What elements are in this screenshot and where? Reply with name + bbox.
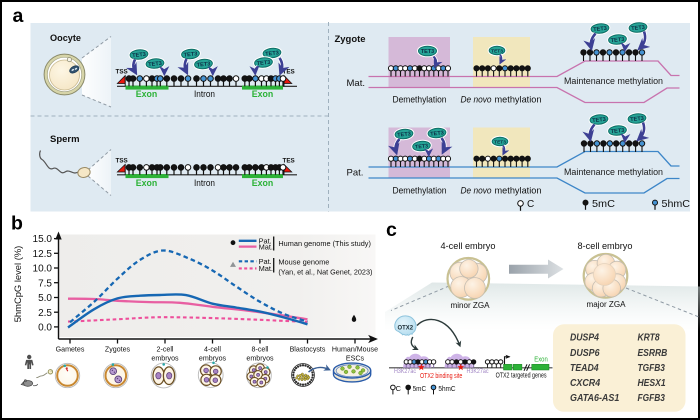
svg-text:TEAD4: TEAD4 (570, 363, 599, 374)
svg-text:CXCR4: CXCR4 (570, 378, 601, 389)
svg-text:De novo: De novo (461, 95, 492, 105)
svg-text:Maintenance methylation: Maintenance methylation (564, 167, 663, 177)
svg-text:TET3: TET3 (610, 37, 624, 44)
svg-text:Mat.: Mat. (347, 78, 365, 89)
svg-text:Maintenance methylation: Maintenance methylation (564, 76, 663, 86)
svg-text:Exon: Exon (136, 89, 158, 100)
svg-text:TES: TES (283, 69, 295, 76)
svg-text:10.0: 10.0 (33, 264, 53, 275)
svg-text:DUSP6: DUSP6 (570, 348, 600, 359)
svg-text:GATA6-AS1: GATA6-AS1 (570, 393, 620, 404)
svg-text:Zygote: Zygote (335, 34, 366, 45)
svg-text:a: a (13, 5, 24, 27)
svg-text:Pat.: Pat. (347, 168, 364, 179)
svg-text:2-cell: 2-cell (157, 346, 174, 354)
svg-text:TET3: TET3 (631, 25, 645, 32)
svg-text:methylation: methylation (495, 95, 542, 105)
svg-text:TSS: TSS (116, 69, 128, 76)
svg-text:4-cell embryo: 4-cell embryo (441, 241, 496, 252)
svg-text:methylation: methylation (495, 186, 542, 196)
svg-text:TET3: TET3 (592, 117, 606, 124)
svg-text:Zygotes: Zygotes (105, 346, 131, 354)
svg-text:embryos: embryos (199, 355, 227, 363)
svg-text:Exon: Exon (252, 178, 274, 189)
svg-text:Exon: Exon (252, 89, 274, 100)
svg-text:Exon: Exon (534, 357, 548, 364)
svg-text:HESX1: HESX1 (638, 378, 666, 389)
svg-text:embryos: embryos (246, 355, 274, 363)
svg-text:Demethylation: Demethylation (393, 95, 447, 105)
svg-text:b: b (11, 213, 23, 235)
svg-text:TET3: TET3 (148, 61, 162, 68)
svg-text:Human genome (This study): Human genome (This study) (278, 239, 371, 248)
svg-text:TES: TES (283, 157, 295, 164)
svg-text:4-cell: 4-cell (204, 346, 221, 354)
svg-text:TET3: TET3 (430, 130, 444, 137)
svg-text:Human/Mouse: Human/Mouse (332, 346, 378, 354)
svg-text:ESRRB: ESRRB (638, 348, 668, 359)
svg-text:embryos: embryos (151, 355, 179, 363)
svg-text:(Yan, et al., Nat Genet, 2023): (Yan, et al., Nat Genet, 2023) (278, 268, 372, 277)
svg-text:TET3: TET3 (491, 49, 503, 55)
svg-text:C: C (527, 199, 534, 210)
svg-text:ESCs: ESCs (346, 355, 365, 363)
svg-text:TET3: TET3 (415, 143, 429, 150)
svg-text:5mC: 5mC (413, 384, 427, 393)
svg-text:5hmC: 5hmC (662, 198, 691, 210)
svg-text:TET3: TET3 (183, 51, 197, 58)
svg-text:Pat.: Pat. (259, 237, 272, 246)
svg-text:5.0: 5.0 (38, 293, 52, 304)
svg-text:C: C (396, 384, 402, 393)
svg-text:7.5: 7.5 (38, 278, 52, 289)
svg-text:Intron: Intron (194, 178, 215, 189)
svg-text:Gametes: Gametes (56, 346, 85, 354)
svg-text:DUSP4: DUSP4 (570, 333, 599, 344)
svg-text:TGFB3: TGFB3 (638, 363, 666, 374)
svg-text:8-cell: 8-cell (252, 346, 269, 354)
svg-text:12.5: 12.5 (33, 249, 53, 260)
svg-text:0.0: 0.0 (38, 322, 52, 333)
svg-text:Mat.: Mat. (259, 242, 273, 251)
svg-text:8-cell embryo: 8-cell embryo (578, 241, 633, 252)
svg-text:Sperm: Sperm (50, 134, 80, 145)
svg-text:TET3: TET3 (265, 50, 279, 57)
svg-text:5hmC: 5hmC (438, 384, 455, 393)
svg-text:TET3: TET3 (397, 131, 411, 138)
svg-text:Pat.: Pat. (259, 257, 272, 266)
svg-text:15.0: 15.0 (33, 234, 53, 245)
svg-text:Demethylation: Demethylation (393, 186, 447, 196)
svg-text:5mC: 5mC (592, 198, 615, 210)
svg-text:Oocyte: Oocyte (50, 33, 81, 44)
svg-text:Mouse genome: Mouse genome (278, 257, 329, 266)
svg-text:H3K27ac: H3K27ac (394, 368, 417, 375)
svg-text:Blastocysts: Blastocysts (290, 346, 326, 354)
svg-text:TET3: TET3 (132, 52, 146, 59)
svg-text:c: c (386, 219, 397, 241)
svg-text:TET3: TET3 (256, 60, 270, 67)
svg-text:OTX2 targeted genes: OTX2 targeted genes (496, 373, 547, 380)
svg-text:2.5: 2.5 (38, 308, 52, 319)
svg-text:TET3: TET3 (630, 116, 644, 123)
svg-text:Mat.: Mat. (259, 264, 273, 273)
svg-text:OTX2 binding site: OTX2 binding site (420, 373, 462, 380)
svg-text:FGFB3: FGFB3 (638, 393, 666, 404)
svg-text:5hmCpG level (%): 5hmCpG level (%) (12, 246, 23, 323)
svg-text:major ZGA: major ZGA (587, 299, 626, 309)
svg-text:Intron: Intron (194, 89, 215, 100)
svg-text:TSS: TSS (116, 157, 128, 164)
svg-text:OTX2: OTX2 (398, 325, 414, 332)
svg-text:TET3: TET3 (421, 49, 434, 55)
svg-text:KRT8: KRT8 (638, 333, 660, 344)
svg-text:TET3: TET3 (610, 128, 624, 135)
svg-text:TET3: TET3 (494, 140, 506, 146)
svg-text:H3K27ac: H3K27ac (467, 368, 490, 375)
svg-text:minor ZGA: minor ZGA (451, 300, 490, 310)
svg-text:De novo: De novo (461, 186, 492, 196)
svg-text:Exon: Exon (136, 178, 158, 189)
svg-text:TET3: TET3 (196, 61, 210, 68)
svg-text:TET3: TET3 (593, 26, 607, 33)
